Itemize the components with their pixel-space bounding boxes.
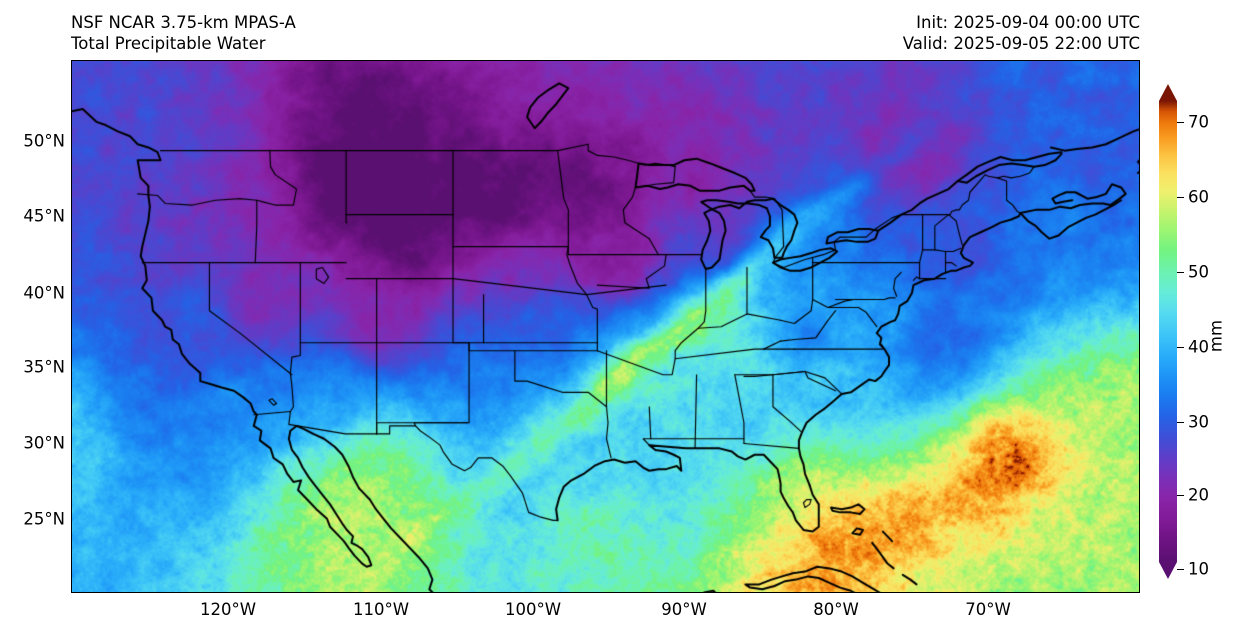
latitude-tick-label: 25°N [23,509,65,529]
latitude-tick-label: 50°N [23,131,65,151]
colorbar: 70 60 50 40 30 20 10 mm [1152,84,1248,588]
colorbar-tick-label: 60 [1188,187,1209,207]
colorbar-tick-mark [1177,569,1184,571]
longitude-tick-label: 100°W [504,600,562,619]
model-title: NSF NCAR 3.75-km MPAS-A Total Precipitabl… [71,12,296,54]
init-time: Init: 2025-09-04 00:00 UTC [916,13,1140,32]
colorbar-tick-label: 20 [1188,485,1209,505]
colorbar-tick-mark [1177,272,1184,274]
colorbar-tick-label: 10 [1188,559,1209,579]
colorbar-unit-label: mm [1206,319,1226,353]
longitude-tick-label: 80°W [813,600,859,619]
colorbar-over-arrow [1159,84,1177,101]
latitude-tick-label: 45°N [23,206,65,226]
latitude-tick-label: 35°N [23,357,65,377]
field-name: Total Precipitable Water [71,34,266,53]
latitude-tick-label: 40°N [23,283,65,303]
precipitable-water-field [72,61,1139,592]
colorbar-tick-mark [1177,495,1184,497]
longitude-tick-label: 70°W [965,600,1011,619]
colorbar-tick-label: 70 [1188,112,1209,132]
map-plot-area [71,60,1140,593]
model-name: NSF NCAR 3.75-km MPAS-A [71,13,296,32]
longitude-tick-label: 110°W [352,600,410,619]
valid-time: Valid: 2025-09-05 22:00 UTC [902,34,1140,53]
colorbar-tick-label: 50 [1188,262,1209,282]
colorbar-tick-label: 40 [1188,337,1209,357]
longitude-tick-label: 120°W [199,600,257,619]
colorbar-tick-mark [1177,197,1184,199]
colorbar-tick-mark [1177,122,1184,124]
colorbar-tick-mark [1177,422,1184,424]
colorbar-under-arrow [1159,562,1177,579]
colorbar-tick-mark [1177,347,1184,349]
colorbar-gradient [1159,101,1177,562]
colorbar-tick-label: 30 [1188,412,1209,432]
forecast-times: Init: 2025-09-04 00:00 UTC Valid: 2025-09… [903,12,1140,54]
longitude-tick-label: 90°W [661,600,707,619]
latitude-tick-label: 30°N [23,433,65,453]
